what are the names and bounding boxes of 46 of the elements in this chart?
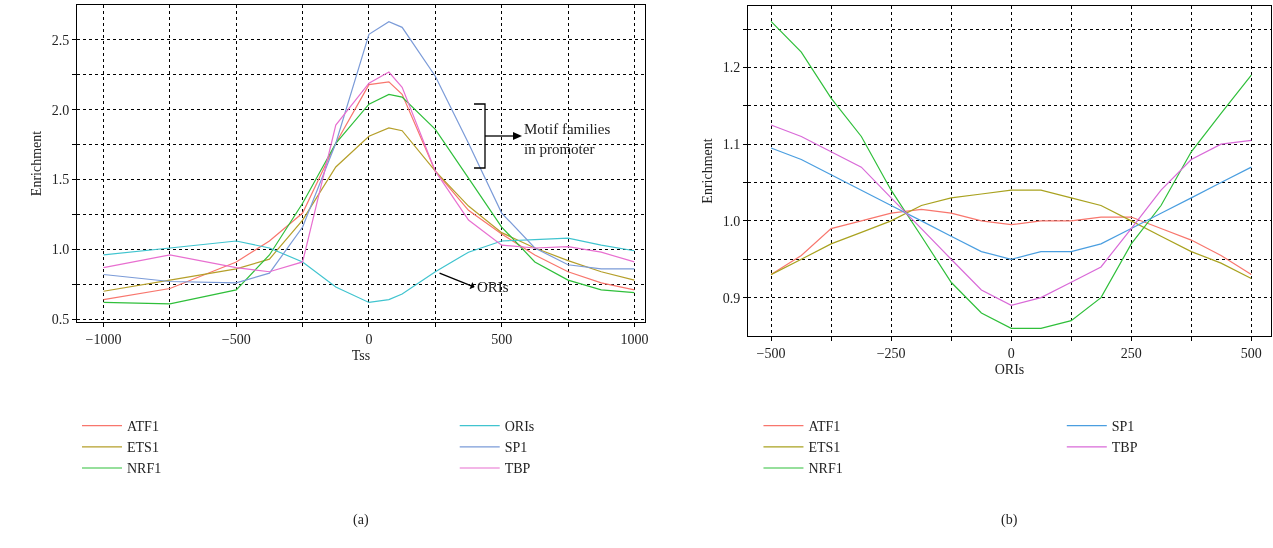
- x-tick-label: 0: [365, 331, 373, 347]
- legend-label: NRF1: [127, 461, 162, 477]
- legend-label: SP1: [504, 440, 528, 456]
- x-tick-label: −500: [756, 345, 786, 361]
- line-series: [770, 147, 1252, 260]
- x-tick-label: −500: [221, 331, 251, 347]
- x-axis-title: ORIs: [994, 362, 1025, 378]
- line-series: [102, 71, 635, 273]
- x-tick-label: 250: [1120, 345, 1142, 361]
- y-axis-title: Enrichment: [700, 138, 716, 204]
- legend-label: TBP: [1111, 440, 1138, 456]
- line-series: [102, 21, 635, 284]
- legend-label: ETS1: [127, 440, 159, 456]
- line-series: [770, 208, 1252, 276]
- x-tick-label: 500: [1240, 345, 1262, 361]
- legend-label: TBP: [504, 461, 531, 477]
- y-tick-label: 1.0: [51, 242, 70, 258]
- text: (b): [1001, 512, 1018, 528]
- line-series: [770, 189, 1252, 280]
- line-series: [102, 237, 635, 304]
- text: (a): [353, 512, 369, 528]
- y-tick-label: 1.0: [722, 213, 741, 229]
- y-tick-label: 1.5: [51, 172, 70, 188]
- legend-label: ORIs: [504, 419, 535, 435]
- legend-label: SP1: [1111, 419, 1135, 435]
- legend-label: ATF1: [808, 419, 841, 435]
- y-tick-label: 2.5: [51, 32, 70, 48]
- x-tick-label: 1000: [620, 331, 649, 347]
- y-tick-label: 1.2: [722, 60, 741, 76]
- x-tick-label: 500: [491, 331, 513, 347]
- y-tick-label: 0.9: [722, 290, 741, 306]
- line-series: [770, 124, 1252, 306]
- y-tick-label: 2.0: [51, 102, 70, 118]
- legend-label: ATF1: [127, 419, 159, 435]
- y-tick-label: 1.1: [722, 137, 741, 153]
- x-tick-label: −1000: [85, 331, 122, 347]
- annotation: ORIs: [477, 279, 509, 295]
- legend-label: ETS1: [808, 440, 841, 456]
- x-axis-title: Tss: [351, 348, 371, 364]
- x-tick-label: −250: [876, 345, 906, 361]
- y-axis-title: Enrichment: [29, 130, 45, 197]
- y-tick-label: 0.5: [51, 312, 70, 328]
- x-tick-label: 0: [1007, 345, 1015, 361]
- legend-label: NRF1: [808, 461, 843, 477]
- line-series: [770, 20, 1252, 329]
- annotation: Motif families in promoter: [524, 121, 611, 157]
